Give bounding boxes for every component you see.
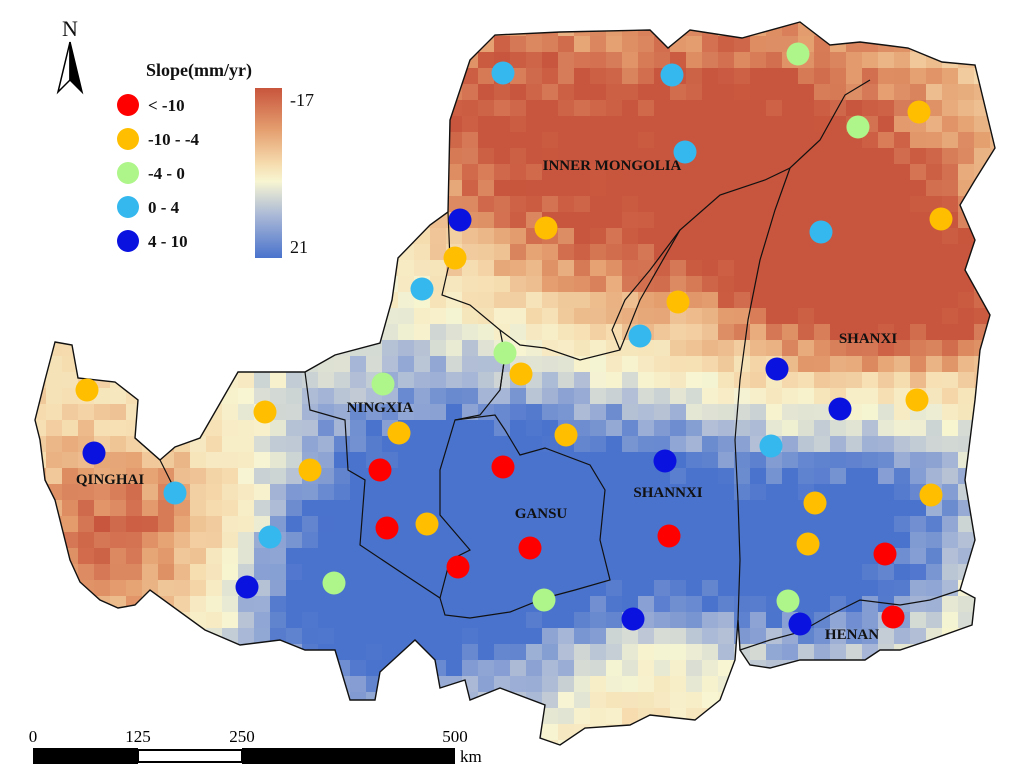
station-4-10 (82, 441, 106, 465)
station-neg10-neg4 (443, 246, 467, 270)
station-neg10-neg4 (907, 100, 931, 124)
legend-color-ramp (255, 88, 282, 258)
region-label-ningxia: NINGXIA (347, 400, 414, 416)
station-neg10-neg4 (803, 491, 827, 515)
station-0-4 (163, 481, 187, 505)
station-4-10 (653, 449, 677, 473)
station-neg4-0 (532, 588, 556, 612)
legend-label: < -10 (148, 96, 185, 115)
north-arrow-icon: N (56, 16, 84, 95)
legend-label: -10 - -4 (148, 130, 199, 149)
station-neg10-neg4 (387, 421, 411, 445)
station-0-4 (628, 324, 652, 348)
legend-title: Slope(mm/yr) (146, 60, 252, 81)
station-lt-neg10 (491, 455, 515, 479)
ramp-min-label: 21 (290, 237, 308, 257)
station-4-10 (448, 208, 472, 232)
station-neg4-0 (493, 341, 517, 365)
station-neg10-neg4 (554, 423, 578, 447)
scale-bar: 0 125 250 500 km (29, 727, 482, 766)
province-boundaries (134, 79, 961, 651)
region-label-shanxi: SHANXI (839, 331, 898, 347)
legend: Slope(mm/yr) < -10 -10 - -4 -4 - 0 0 - 4 4 -… (117, 60, 314, 258)
svg-text:N: N (62, 16, 78, 41)
region-label-gansu: GANSU (515, 506, 568, 522)
scale-tick-250: 250 (229, 727, 255, 746)
station-4-10 (788, 612, 812, 636)
station-0-4 (809, 220, 833, 244)
legend-swatch (117, 196, 139, 218)
station-neg10-neg4 (415, 512, 439, 536)
station-points (75, 42, 953, 636)
station-4-10 (765, 357, 789, 381)
legend-swatch (117, 162, 139, 184)
station-4-10 (621, 607, 645, 631)
station-lt-neg10 (657, 524, 681, 548)
scale-tick-125: 125 (125, 727, 151, 746)
station-0-4 (660, 63, 684, 87)
station-neg10-neg4 (298, 458, 322, 482)
region-label-inner-mongolia: INNER MONGOLIA (543, 158, 682, 174)
station-neg4-0 (371, 372, 395, 396)
station-neg10-neg4 (929, 207, 953, 231)
station-neg4-0 (322, 571, 346, 595)
scale-unit: km (460, 747, 482, 766)
station-0-4 (410, 277, 434, 301)
legend-label: 0 - 4 (148, 198, 180, 217)
station-lt-neg10 (446, 555, 470, 579)
legend-label: 4 - 10 (148, 232, 188, 251)
study-area-boundary (34, 21, 996, 746)
station-neg10-neg4 (905, 388, 929, 412)
station-0-4 (258, 525, 282, 549)
station-neg4-0 (846, 115, 870, 139)
station-0-4 (491, 61, 515, 85)
legend-label: -4 - 0 (148, 164, 185, 183)
station-neg10-neg4 (509, 362, 533, 386)
station-neg10-neg4 (919, 483, 943, 507)
station-4-10 (235, 575, 259, 599)
station-lt-neg10 (368, 458, 392, 482)
station-4-10 (828, 397, 852, 421)
station-neg10-neg4 (796, 532, 820, 556)
scale-tick-0: 0 (29, 727, 38, 746)
station-lt-neg10 (881, 605, 905, 629)
legend-swatch (117, 128, 139, 150)
station-neg10-neg4 (534, 216, 558, 240)
region-label-henan: HENAN (825, 627, 879, 643)
station-lt-neg10 (375, 516, 399, 540)
region-label-qinghai: QINGHAI (76, 472, 145, 488)
legend-swatch (117, 94, 139, 116)
station-neg10-neg4 (253, 400, 277, 424)
region-label-shannxi: SHANNXI (633, 485, 702, 501)
station-lt-neg10 (518, 536, 542, 560)
station-0-4 (759, 434, 783, 458)
station-neg10-neg4 (75, 378, 99, 402)
station-lt-neg10 (873, 542, 897, 566)
legend-swatch (117, 230, 139, 252)
station-neg4-0 (776, 589, 800, 613)
scale-tick-500: 500 (442, 727, 468, 746)
ramp-max-label: -17 (290, 90, 314, 110)
station-neg10-neg4 (666, 290, 690, 314)
station-0-4 (673, 140, 697, 164)
station-neg4-0 (786, 42, 810, 66)
